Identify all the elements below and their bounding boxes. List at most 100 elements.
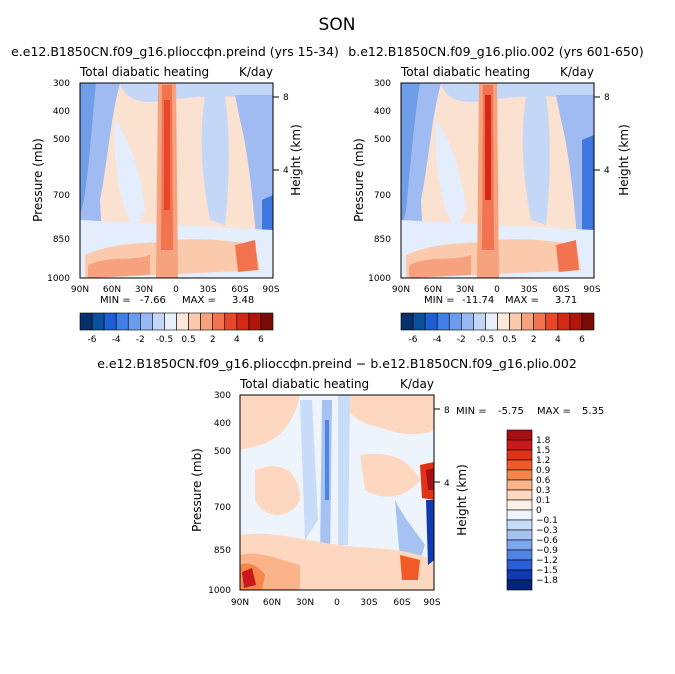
colorbar-diff-label: 0.3 <box>536 486 550 496</box>
panel-2-xtick: 60N <box>424 285 442 295</box>
panel-3-max-label: MAX = <box>537 406 571 417</box>
panel-3-y2label: Height (km) <box>455 464 469 535</box>
panel-3-y2tick: 4 <box>444 479 450 489</box>
panel-2-y2ticks: 8 4 <box>594 93 610 176</box>
colorbar-top-right-swatch <box>412 312 426 331</box>
panel-2-xtick: 90S <box>583 285 600 295</box>
panel-3-contour-fill <box>255 466 300 515</box>
panel-2-stats: MIN = -11.74 MAX = 3.71 <box>424 295 577 306</box>
panel-3-min-label: MIN = <box>456 406 487 417</box>
panel-2-plot-area <box>400 82 595 279</box>
panel-2-xtick: 30N <box>456 285 474 295</box>
panel-1-contour-fill <box>80 83 96 215</box>
panel-3-subtitle-right: K/day <box>400 377 434 391</box>
colorbar-top-right-label: 2 <box>531 335 537 345</box>
panel-2-contour-fill <box>556 240 579 272</box>
panel-1-yticks: 300 400 500 700 850 1000 <box>47 79 70 284</box>
panel-3-xtick: 90S <box>423 598 440 608</box>
panel-1-plot-area <box>79 82 274 279</box>
panel-2-ytick: 500 <box>374 135 391 145</box>
panel-1-xtick: 60N <box>103 285 121 295</box>
figure-title: SON <box>319 15 356 35</box>
panel-1-subtitle-left: Total diabatic heating <box>79 65 209 79</box>
colorbar-diff-swatch <box>506 529 533 541</box>
panel-3-contour-fill <box>325 420 329 500</box>
panel-1-xtick: 30N <box>135 285 153 295</box>
colorbar-top-left-label: -4 <box>112 335 121 345</box>
colorbar-top-right-swatch <box>436 312 450 331</box>
panel-3-contour-fill <box>426 500 434 565</box>
panel-2-ytick: 300 <box>374 79 391 89</box>
colorbar-diff-label: 1.8 <box>536 436 551 446</box>
colorbar-diff-label: −1.8 <box>536 576 558 586</box>
panel-1-contour-fill <box>88 255 150 278</box>
colorbar-diff-swatch <box>506 549 533 561</box>
panel-1-xtick: 90N <box>71 285 89 295</box>
panel-1-ytick: 300 <box>53 79 70 89</box>
panel-2-y2label: Height (km) <box>617 124 631 195</box>
colorbar-diff-label: 0.1 <box>536 496 550 506</box>
panel-3-title: e.e12.B1850CN.f09_g16.plioccфn.preind − … <box>97 356 577 371</box>
colorbar-top-left-swatch <box>164 312 177 331</box>
colorbar-top-right-swatch <box>557 312 571 331</box>
colorbar-diff-swatch <box>506 519 533 531</box>
panel-1-max-value: 3.48 <box>232 295 254 306</box>
panel-1-ytick: 850 <box>53 235 70 245</box>
panel-1-y2tick: 8 <box>283 93 289 103</box>
colorbar-top-right-swatch <box>497 312 510 331</box>
colorbar-diff-swatch <box>506 559 533 571</box>
colorbar-top-left-swatch <box>236 312 250 331</box>
colorbar-diff-label: −1.5 <box>536 566 558 576</box>
panel-1-ytick: 500 <box>53 135 70 145</box>
panel-1-xtick: 60S <box>231 285 248 295</box>
colorbar-top-left-swatch <box>176 312 189 331</box>
panel-1-y2label: Height (km) <box>289 124 303 195</box>
panel-1-title: e.e12.B1850CN.f09_g16.plioccфn.preind (y… <box>11 44 339 59</box>
panel-2-ytick: 1000 <box>368 274 391 284</box>
panel-1-ytick: 1000 <box>47 274 70 284</box>
panel-3-yticks: 300 400 500 700 850 1000 <box>208 391 231 596</box>
colorbar-top-right-swatch <box>424 312 438 331</box>
colorbar-diff-label: 0 <box>536 506 542 516</box>
panel-2-y2tick: 8 <box>604 93 610 103</box>
colorbar-diff-swatch <box>506 449 533 461</box>
colorbar-top-left: -6 -4 -2 -0.5 0.5 2 4 6 <box>79 312 274 345</box>
panel-2-subtitle-right: K/day <box>560 65 594 79</box>
panel-2-min-label: MIN = <box>424 295 455 306</box>
panel-3-min-value: -5.75 <box>498 406 524 417</box>
panel-1-min-value: -7.66 <box>140 295 166 306</box>
colorbar-top-right-swatch <box>533 312 547 331</box>
panel-3-ytick: 400 <box>214 419 231 429</box>
colorbar-diff-label: −0.1 <box>536 516 558 526</box>
panel-2-ylabel: Pressure (mb) <box>352 138 366 222</box>
panel-2-min-value: -11.74 <box>462 295 494 306</box>
colorbar-top-left-swatch <box>224 312 238 331</box>
panel-3-contour-fill <box>360 453 420 497</box>
colorbar-top-right-label: 4 <box>555 335 561 345</box>
panel-3-contour-fill <box>340 395 434 435</box>
colorbar-top-left-swatch <box>127 312 141 331</box>
panel-2-itcz <box>485 95 491 200</box>
colorbar-top-right-label: 6 <box>579 335 585 345</box>
colorbar-top-right-label: -4 <box>433 335 442 345</box>
colorbar-top-left-swatch <box>140 312 153 331</box>
panel-1-max-label: MAX = <box>182 295 216 306</box>
panel-2: b.e12.B1850CN.f09_g16.plio.002 (yrs 601-… <box>348 44 643 306</box>
panel-1-frame <box>79 82 274 279</box>
panel-3-plot-area <box>239 394 435 591</box>
panel-1-xtick: 30S <box>199 285 216 295</box>
panel-1-subtitle-right: K/day <box>239 65 273 79</box>
panel-3-xtick: 0 <box>334 598 340 608</box>
colorbar-top-left-label: 6 <box>258 335 264 345</box>
colorbar-diff-label: 0.9 <box>536 466 551 476</box>
colorbar-top-left-label: -0.5 <box>156 335 174 345</box>
colorbar-top-right-swatch <box>461 312 474 331</box>
colorbar-top-left-label: -2 <box>136 335 145 345</box>
colorbar-top-right-swatch <box>581 312 595 331</box>
panel-1-min-label: MIN = <box>100 295 131 306</box>
colorbar-diff-label: 0.6 <box>536 476 551 486</box>
colorbar-top-left-swatch <box>260 312 274 331</box>
colorbar-top-right-swatch <box>473 312 486 331</box>
colorbar-top-left-swatch <box>200 312 213 331</box>
